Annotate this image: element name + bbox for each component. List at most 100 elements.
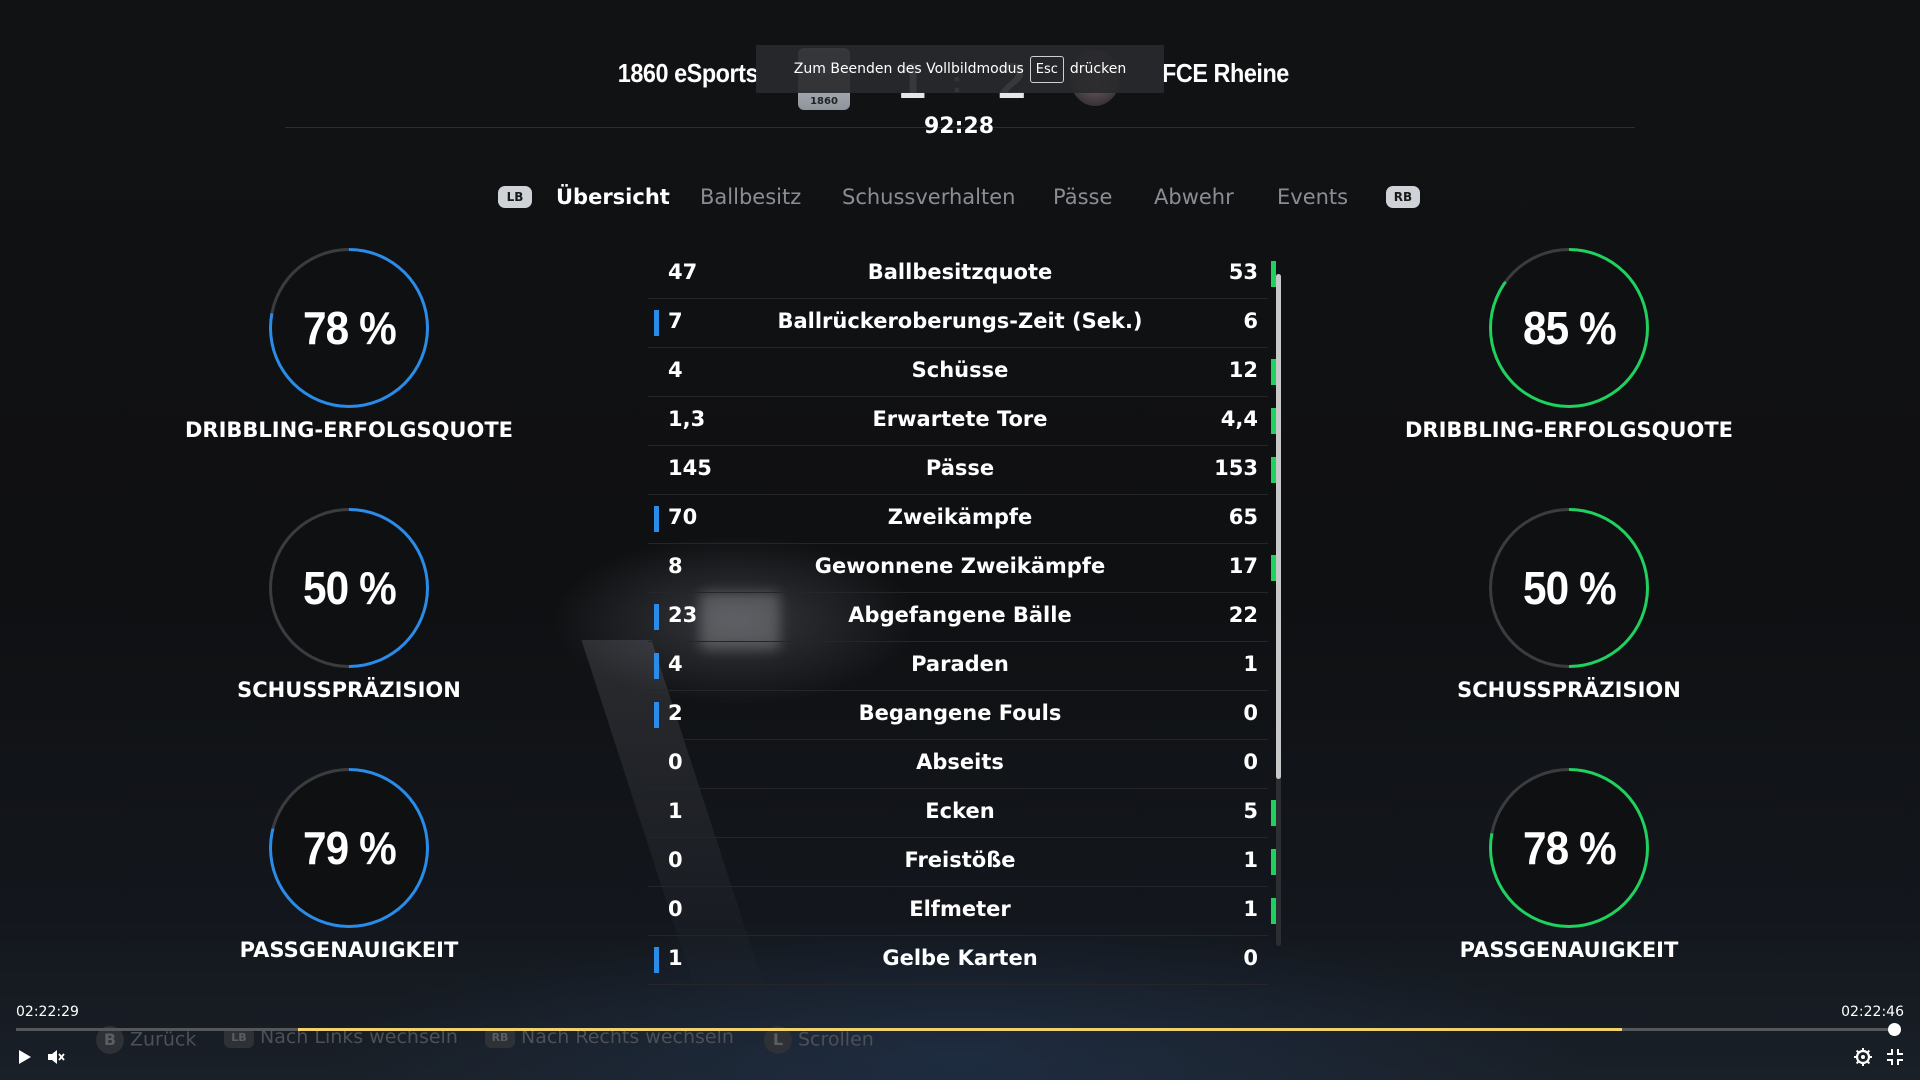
hint-scroll-label: Scrollen [798, 1028, 874, 1051]
mute-icon[interactable] [45, 1046, 67, 1068]
tab-schussverhalten[interactable]: Schussverhalten [842, 185, 1016, 209]
end-time: 02:22:46 [1841, 1004, 1904, 1020]
stat-name: Paraden [911, 652, 1009, 676]
home-leader-bar [654, 947, 659, 973]
away-stat-value: 17 [1228, 554, 1258, 578]
video-player-controls: 02:22:29 02:22:46 B Zurück LB Nach Links w… [0, 990, 1920, 1080]
stat-row: 1 Ecken 5 [648, 789, 1276, 838]
stat-row: 4 Paraden 1 [648, 642, 1268, 691]
away-stat-value: 1 [1243, 897, 1258, 921]
away-stat-value: 12 [1228, 358, 1258, 382]
tab-events[interactable]: Events [1277, 185, 1349, 209]
away-stat-value: 1 [1243, 848, 1258, 872]
floodlight [700, 592, 780, 650]
home-pass-accuracy-label: PASSGENAUIGKEIT [239, 938, 459, 962]
stat-row: 0 Abseits 0 [648, 740, 1268, 789]
lb-bumper-icon[interactable]: LB [498, 186, 532, 208]
tab-uebersicht[interactable]: Übersicht [556, 185, 670, 209]
home-pass-accuracy-value: 79 % [302, 822, 397, 874]
home-leader-bar [654, 310, 659, 336]
home-team-name: 1860 eSports [617, 58, 759, 88]
stat-row: 0 Freistöße 1 [648, 838, 1276, 887]
stat-name: Abgefangene Bälle [848, 603, 1072, 627]
stat-name: Ballbesitzquote [867, 260, 1053, 284]
hint-switch-left-label: Nach Links wechseln [260, 1026, 458, 1048]
tab-paesse[interactable]: Pässe [1053, 185, 1113, 209]
away-shot-accuracy-value: 50 % [1522, 562, 1617, 614]
home-stat-value: 1 [668, 946, 683, 970]
fullscreen-exit-notice: Zum Beenden des Vollbildmodus Esc drücke… [756, 45, 1164, 93]
away-pass-accuracy-label: PASSGENAUIGKEIT [1459, 938, 1679, 962]
away-stat-value: 5 [1243, 799, 1258, 823]
stat-name: Freistöße [904, 848, 1016, 872]
home-pass-accuracy-circle: 79 % [269, 768, 429, 928]
home-stat-value: 70 [668, 505, 698, 529]
hint-back-label: Zurück [130, 1028, 197, 1051]
away-leader-bar [1271, 457, 1276, 483]
rb-button-icon: RB [485, 1027, 515, 1048]
stat-row: 0 Elfmeter 1 [648, 887, 1276, 936]
away-leader-bar [1271, 898, 1276, 924]
lb-button-icon: LB [224, 1027, 254, 1048]
stat-name: Schüsse [911, 358, 1009, 382]
stat-name: Gelbe Karten [882, 946, 1038, 970]
stat-name: Ballrückeroberungs-Zeit (Sek.) [777, 309, 1143, 333]
home-dribbling-value: 78 % [302, 302, 397, 354]
match-stats-table[interactable]: 47 Ballbesitzquote 53 7 Ballrückeroberungs-Z… [648, 250, 1276, 985]
stat-row: 70 Zweikämpfe 65 [648, 495, 1268, 544]
exit-fullscreen-icon[interactable] [1884, 1046, 1906, 1068]
away-leader-bar [1271, 408, 1276, 434]
home-stat-value: 0 [668, 897, 683, 921]
away-stat-value: 53 [1228, 260, 1258, 284]
home-stat-value: 4 [668, 358, 683, 382]
stat-name: Pässe [925, 456, 995, 480]
away-stat-value: 0 [1243, 701, 1258, 725]
away-pass-accuracy-circle: 78 % [1489, 768, 1649, 928]
home-dribbling-circle: 78 % [269, 248, 429, 408]
home-dribbling-label: DRIBBLING-ERFOLGSQUOTE [184, 418, 514, 442]
settings-icon[interactable] [1852, 1046, 1874, 1068]
away-dribbling-circle: 85 % [1489, 248, 1649, 408]
hint-switch-right: RB Nach Rechts wechseln [485, 1026, 734, 1048]
stat-name: Gewonnene Zweikämpfe [814, 554, 1106, 578]
away-stat-value: 0 [1243, 946, 1258, 970]
away-pass-accuracy-value: 78 % [1522, 822, 1617, 874]
stat-name: Erwartete Tore [872, 407, 1048, 431]
away-stat-value: 4,4 [1220, 407, 1258, 431]
home-stat-value: 2 [668, 701, 683, 725]
stat-row: 1 Gelbe Karten 0 [648, 936, 1268, 985]
tab-ballbesitz[interactable]: Ballbesitz [700, 185, 802, 209]
away-team-name: FCE Rheine [1162, 58, 1289, 88]
home-shot-accuracy-label: SCHUSSPRÄZISION [237, 678, 461, 702]
scrollbar-thumb[interactable] [1276, 274, 1281, 779]
toast-text-after: drücken [1069, 61, 1127, 77]
away-leader-bar [1271, 800, 1276, 826]
stats-tabs: LB Übersicht Ballbesitz Schussverhalten … [0, 182, 1920, 216]
match-clock: 92:28 [923, 114, 995, 139]
home-stat-value: 4 [668, 652, 683, 676]
home-stat-value: 0 [668, 848, 683, 872]
home-leader-bar [654, 653, 659, 679]
away-stat-value: 65 [1228, 505, 1258, 529]
stat-row: 145 Pässe 153 [648, 446, 1276, 495]
stat-row: 2 Begangene Fouls 0 [648, 691, 1268, 740]
stat-row: 1,3 Erwartete Tore 4,4 [648, 397, 1276, 446]
home-stat-value: 23 [668, 603, 698, 627]
tab-abwehr[interactable]: Abwehr [1154, 185, 1234, 209]
away-stat-value: 1 [1243, 652, 1258, 676]
stat-row: 4 Schüsse 12 [648, 348, 1276, 397]
hint-switch-left: LB Nach Links wechseln [224, 1026, 458, 1048]
home-crest-text: 1860 [810, 96, 838, 107]
away-shot-accuracy-circle: 50 % [1489, 508, 1649, 668]
progress-knob[interactable] [1888, 1023, 1902, 1036]
away-dribbling-label: DRIBBLING-ERFOLGSQUOTE [1404, 418, 1734, 442]
away-stat-value: 153 [1214, 456, 1258, 480]
esc-key-badge: Esc [1029, 55, 1064, 83]
current-time: 02:22:29 [16, 1004, 79, 1020]
stat-row: 23 Abgefangene Bälle 22 [648, 593, 1268, 642]
home-leader-bar [654, 702, 659, 728]
stat-row: 47 Ballbesitzquote 53 [648, 250, 1276, 299]
play-icon[interactable] [13, 1046, 35, 1068]
home-shot-accuracy-value: 50 % [302, 562, 397, 614]
rb-bumper-icon[interactable]: RB [1386, 186, 1420, 208]
